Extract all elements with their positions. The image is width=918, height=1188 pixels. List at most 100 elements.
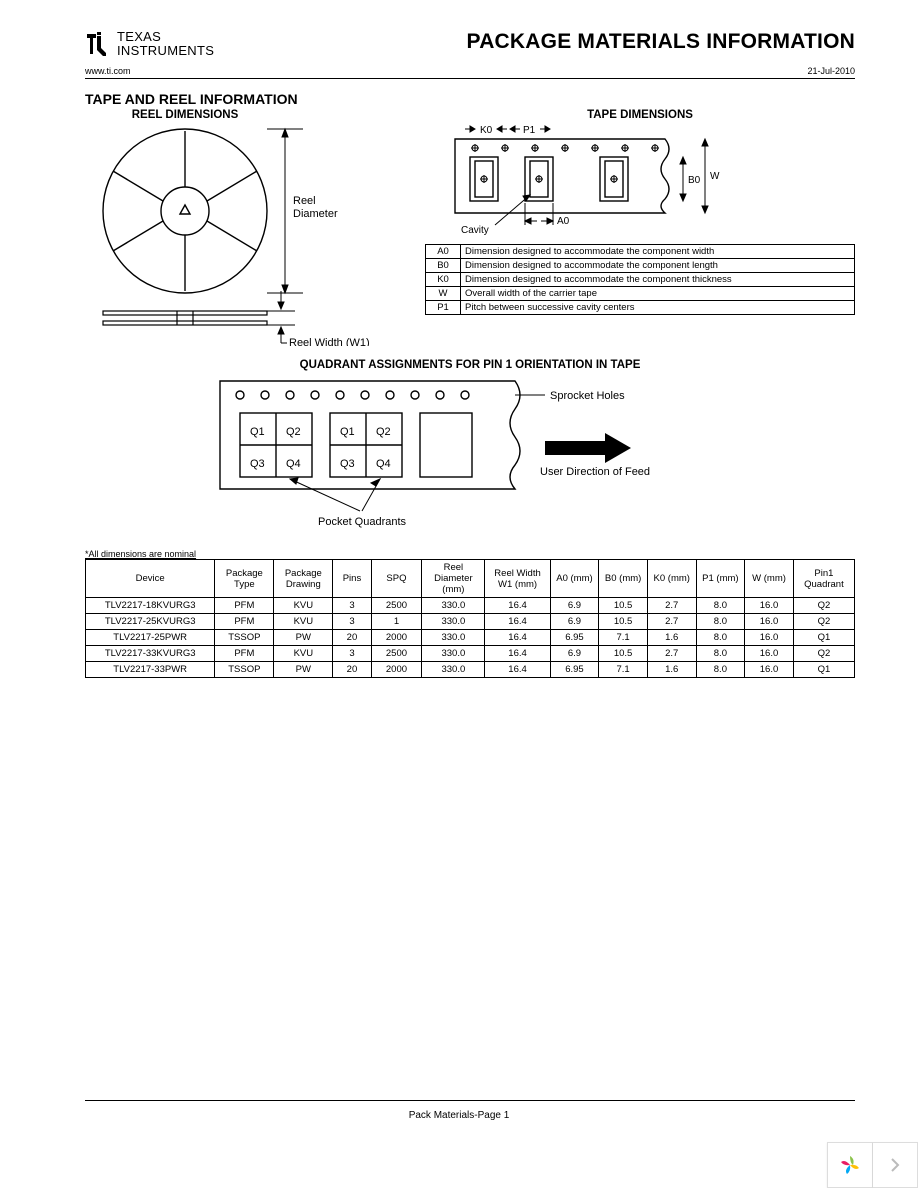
svg-text:Q3: Q3: [250, 458, 265, 470]
table-cell: Q2: [793, 598, 854, 614]
header-divider: [85, 78, 855, 79]
table-cell: 6.9: [550, 598, 599, 614]
date-text: 21-Jul-2010: [807, 66, 855, 76]
table-cell: PFM: [215, 646, 274, 662]
viewer-next-button[interactable]: [873, 1142, 918, 1188]
table-cell: PW: [274, 630, 333, 646]
table-cell: Q1: [793, 630, 854, 646]
dimensions-footnote: *All dimensions are nominal: [85, 549, 855, 559]
table-cell: 330.0: [422, 598, 485, 614]
table-cell: 8.0: [696, 630, 745, 646]
page-title: PACKAGE MATERIALS INFORMATION: [467, 30, 855, 54]
legend-row: A0Dimension designed to accommodate the …: [426, 245, 855, 259]
table-cell: 2500: [371, 646, 422, 662]
legend-row: B0Dimension designed to accommodate the …: [426, 259, 855, 273]
table-cell: 7.1: [599, 630, 648, 646]
reel-diagram-svg: Reel Diameter: [85, 121, 405, 346]
table-row: TLV2217-33PWRTSSOPPW202000330.016.46.957…: [86, 662, 855, 678]
legend-key: P1: [426, 301, 461, 315]
table-cell: 1.6: [647, 630, 696, 646]
table-header: W (mm): [745, 560, 794, 598]
table-cell: 20: [333, 630, 371, 646]
table-cell: 2000: [371, 630, 422, 646]
ti-logo-icon: [85, 30, 111, 58]
legend-desc: Overall width of the carrier tape: [461, 287, 855, 301]
svg-text:Q4: Q4: [286, 458, 301, 470]
quadrant-title: QUADRANT ASSIGNMENTS FOR PIN 1 ORIENTATI…: [85, 359, 855, 371]
table-cell: 3: [333, 614, 371, 630]
chevron-right-icon: [890, 1158, 900, 1172]
logo-block: TEXAS INSTRUMENTS: [85, 30, 214, 58]
table-cell: 2000: [371, 662, 422, 678]
legend-desc: Dimension designed to accommodate the co…: [461, 245, 855, 259]
table-header: Pin1 Quadrant: [793, 560, 854, 598]
table-cell: 2.7: [647, 646, 696, 662]
legend-key: A0: [426, 245, 461, 259]
svg-text:Q1: Q1: [340, 426, 355, 438]
table-cell: 1: [371, 614, 422, 630]
reel-width-label: Reel Width (W1): [289, 337, 370, 346]
table-cell: 16.0: [745, 598, 794, 614]
table-cell: TLV2217-33KVURG3: [86, 646, 215, 662]
table-cell: TLV2217-25KVURG3: [86, 614, 215, 630]
page: TEXAS INSTRUMENTS PACKAGE MATERIALS INFO…: [0, 0, 918, 1188]
svg-text:P1: P1: [523, 125, 536, 136]
legend-row: WOverall width of the carrier tape: [426, 287, 855, 301]
content-area: TEXAS INSTRUMENTS PACKAGE MATERIALS INFO…: [85, 30, 855, 678]
table-cell: 8.0: [696, 614, 745, 630]
table-cell: 3: [333, 646, 371, 662]
tape-reel-section-title: TAPE AND REEL INFORMATION: [85, 91, 855, 107]
reel-diagram-block: REEL DIMENSIONS: [85, 109, 405, 351]
table-cell: 6.9: [550, 646, 599, 662]
table-cell: TLV2217-33PWR: [86, 662, 215, 678]
svg-text:Q3: Q3: [340, 458, 355, 470]
table-cell: 16.0: [745, 662, 794, 678]
table-row: TLV2217-25PWRTSSOPPW202000330.016.46.957…: [86, 630, 855, 646]
viewer-logo-button[interactable]: [827, 1142, 873, 1188]
table-header: Reel Diameter (mm): [422, 560, 485, 598]
viewer-nav-widget: [827, 1142, 918, 1188]
table-header: Package Drawing: [274, 560, 333, 598]
table-cell: 10.5: [599, 646, 648, 662]
table-cell: 8.0: [696, 662, 745, 678]
table-cell: 1.6: [647, 662, 696, 678]
table-cell: Q2: [793, 614, 854, 630]
url-text: www.ti.com: [85, 66, 131, 76]
legend-key: B0: [426, 259, 461, 273]
table-cell: 2.7: [647, 598, 696, 614]
svg-text:A0: A0: [557, 216, 570, 227]
table-cell: PFM: [215, 598, 274, 614]
svg-text:Pocket Quadrants: Pocket Quadrants: [318, 516, 407, 528]
table-header: B0 (mm): [599, 560, 648, 598]
table-cell: 330.0: [422, 646, 485, 662]
svg-text:Q1: Q1: [250, 426, 265, 438]
company-name-2: INSTRUMENTS: [117, 44, 214, 58]
table-header: A0 (mm): [550, 560, 599, 598]
table-cell: 16.4: [485, 614, 550, 630]
table-cell: 2.7: [647, 614, 696, 630]
tape-legend-table: A0Dimension designed to accommodate the …: [425, 244, 855, 315]
svg-text:Q2: Q2: [286, 426, 301, 438]
table-cell: 3: [333, 598, 371, 614]
logo-text: TEXAS INSTRUMENTS: [117, 30, 214, 57]
table-cell: KVU: [274, 598, 333, 614]
table-cell: 10.5: [599, 598, 648, 614]
dimensions-table: DevicePackage TypePackage DrawingPinsSPQ…: [85, 559, 855, 678]
table-cell: 2500: [371, 598, 422, 614]
header-meta-row: www.ti.com 21-Jul-2010: [85, 66, 855, 76]
table-row: TLV2217-33KVURG3PFMKVU32500330.016.46.91…: [86, 646, 855, 662]
table-cell: PW: [274, 662, 333, 678]
table-header: Package Type: [215, 560, 274, 598]
table-cell: 8.0: [696, 598, 745, 614]
diagrams-row: REEL DIMENSIONS: [85, 109, 855, 351]
legend-key: K0: [426, 273, 461, 287]
reel-dims-title: REEL DIMENSIONS: [85, 109, 285, 121]
table-row: TLV2217-18KVURG3PFMKVU32500330.016.46.91…: [86, 598, 855, 614]
table-cell: TLV2217-18KVURG3: [86, 598, 215, 614]
quadrant-diagram-svg: Q1 Q2 Q3 Q4 Q1 Q2 Q3 Q4 Sprocket Holes U…: [210, 371, 730, 531]
legend-row: K0Dimension designed to accommodate the …: [426, 273, 855, 287]
table-cell: 330.0: [422, 614, 485, 630]
table-cell: 330.0: [422, 662, 485, 678]
table-cell: 10.5: [599, 614, 648, 630]
table-cell: PFM: [215, 614, 274, 630]
